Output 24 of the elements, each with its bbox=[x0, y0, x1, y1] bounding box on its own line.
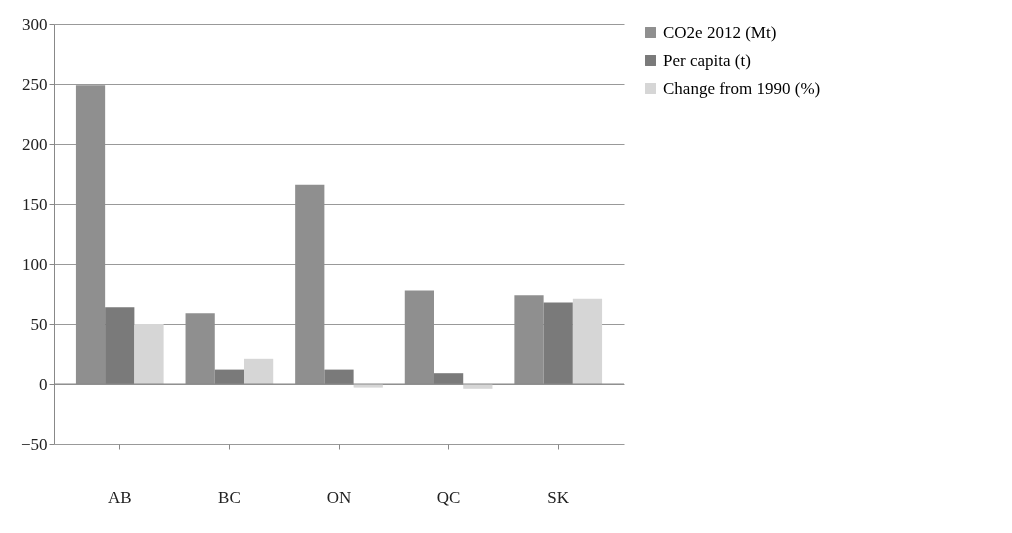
y-tick-label: 250 bbox=[22, 74, 48, 94]
legend-label: CO2e 2012 (Mt) bbox=[663, 22, 777, 42]
legend-label: Per capita (t) bbox=[663, 50, 751, 70]
y-tick-label: 300 bbox=[22, 14, 48, 34]
bar bbox=[324, 369, 354, 384]
bar bbox=[543, 302, 573, 384]
y-tick-label: −50 bbox=[20, 434, 48, 454]
bar bbox=[244, 358, 274, 384]
bar bbox=[105, 307, 135, 384]
bar bbox=[572, 298, 603, 384]
y-tick-label: 150 bbox=[22, 194, 48, 214]
x-tick-label: QC bbox=[436, 487, 461, 507]
x-tick-label: AB bbox=[107, 487, 132, 507]
y-tick-label: 50 bbox=[30, 314, 48, 334]
y-tick-label: 200 bbox=[22, 134, 48, 154]
bar bbox=[214, 369, 244, 384]
bar bbox=[434, 373, 464, 384]
x-tick-label: SK bbox=[547, 487, 570, 507]
bar bbox=[134, 324, 164, 384]
legend-label: Change from 1990 (%) bbox=[663, 78, 821, 98]
y-tick-label: 100 bbox=[22, 254, 48, 274]
x-tick-label: BC bbox=[218, 487, 241, 507]
x-tick-label: ON bbox=[326, 487, 352, 507]
y-tick-label: 0 bbox=[39, 374, 48, 394]
